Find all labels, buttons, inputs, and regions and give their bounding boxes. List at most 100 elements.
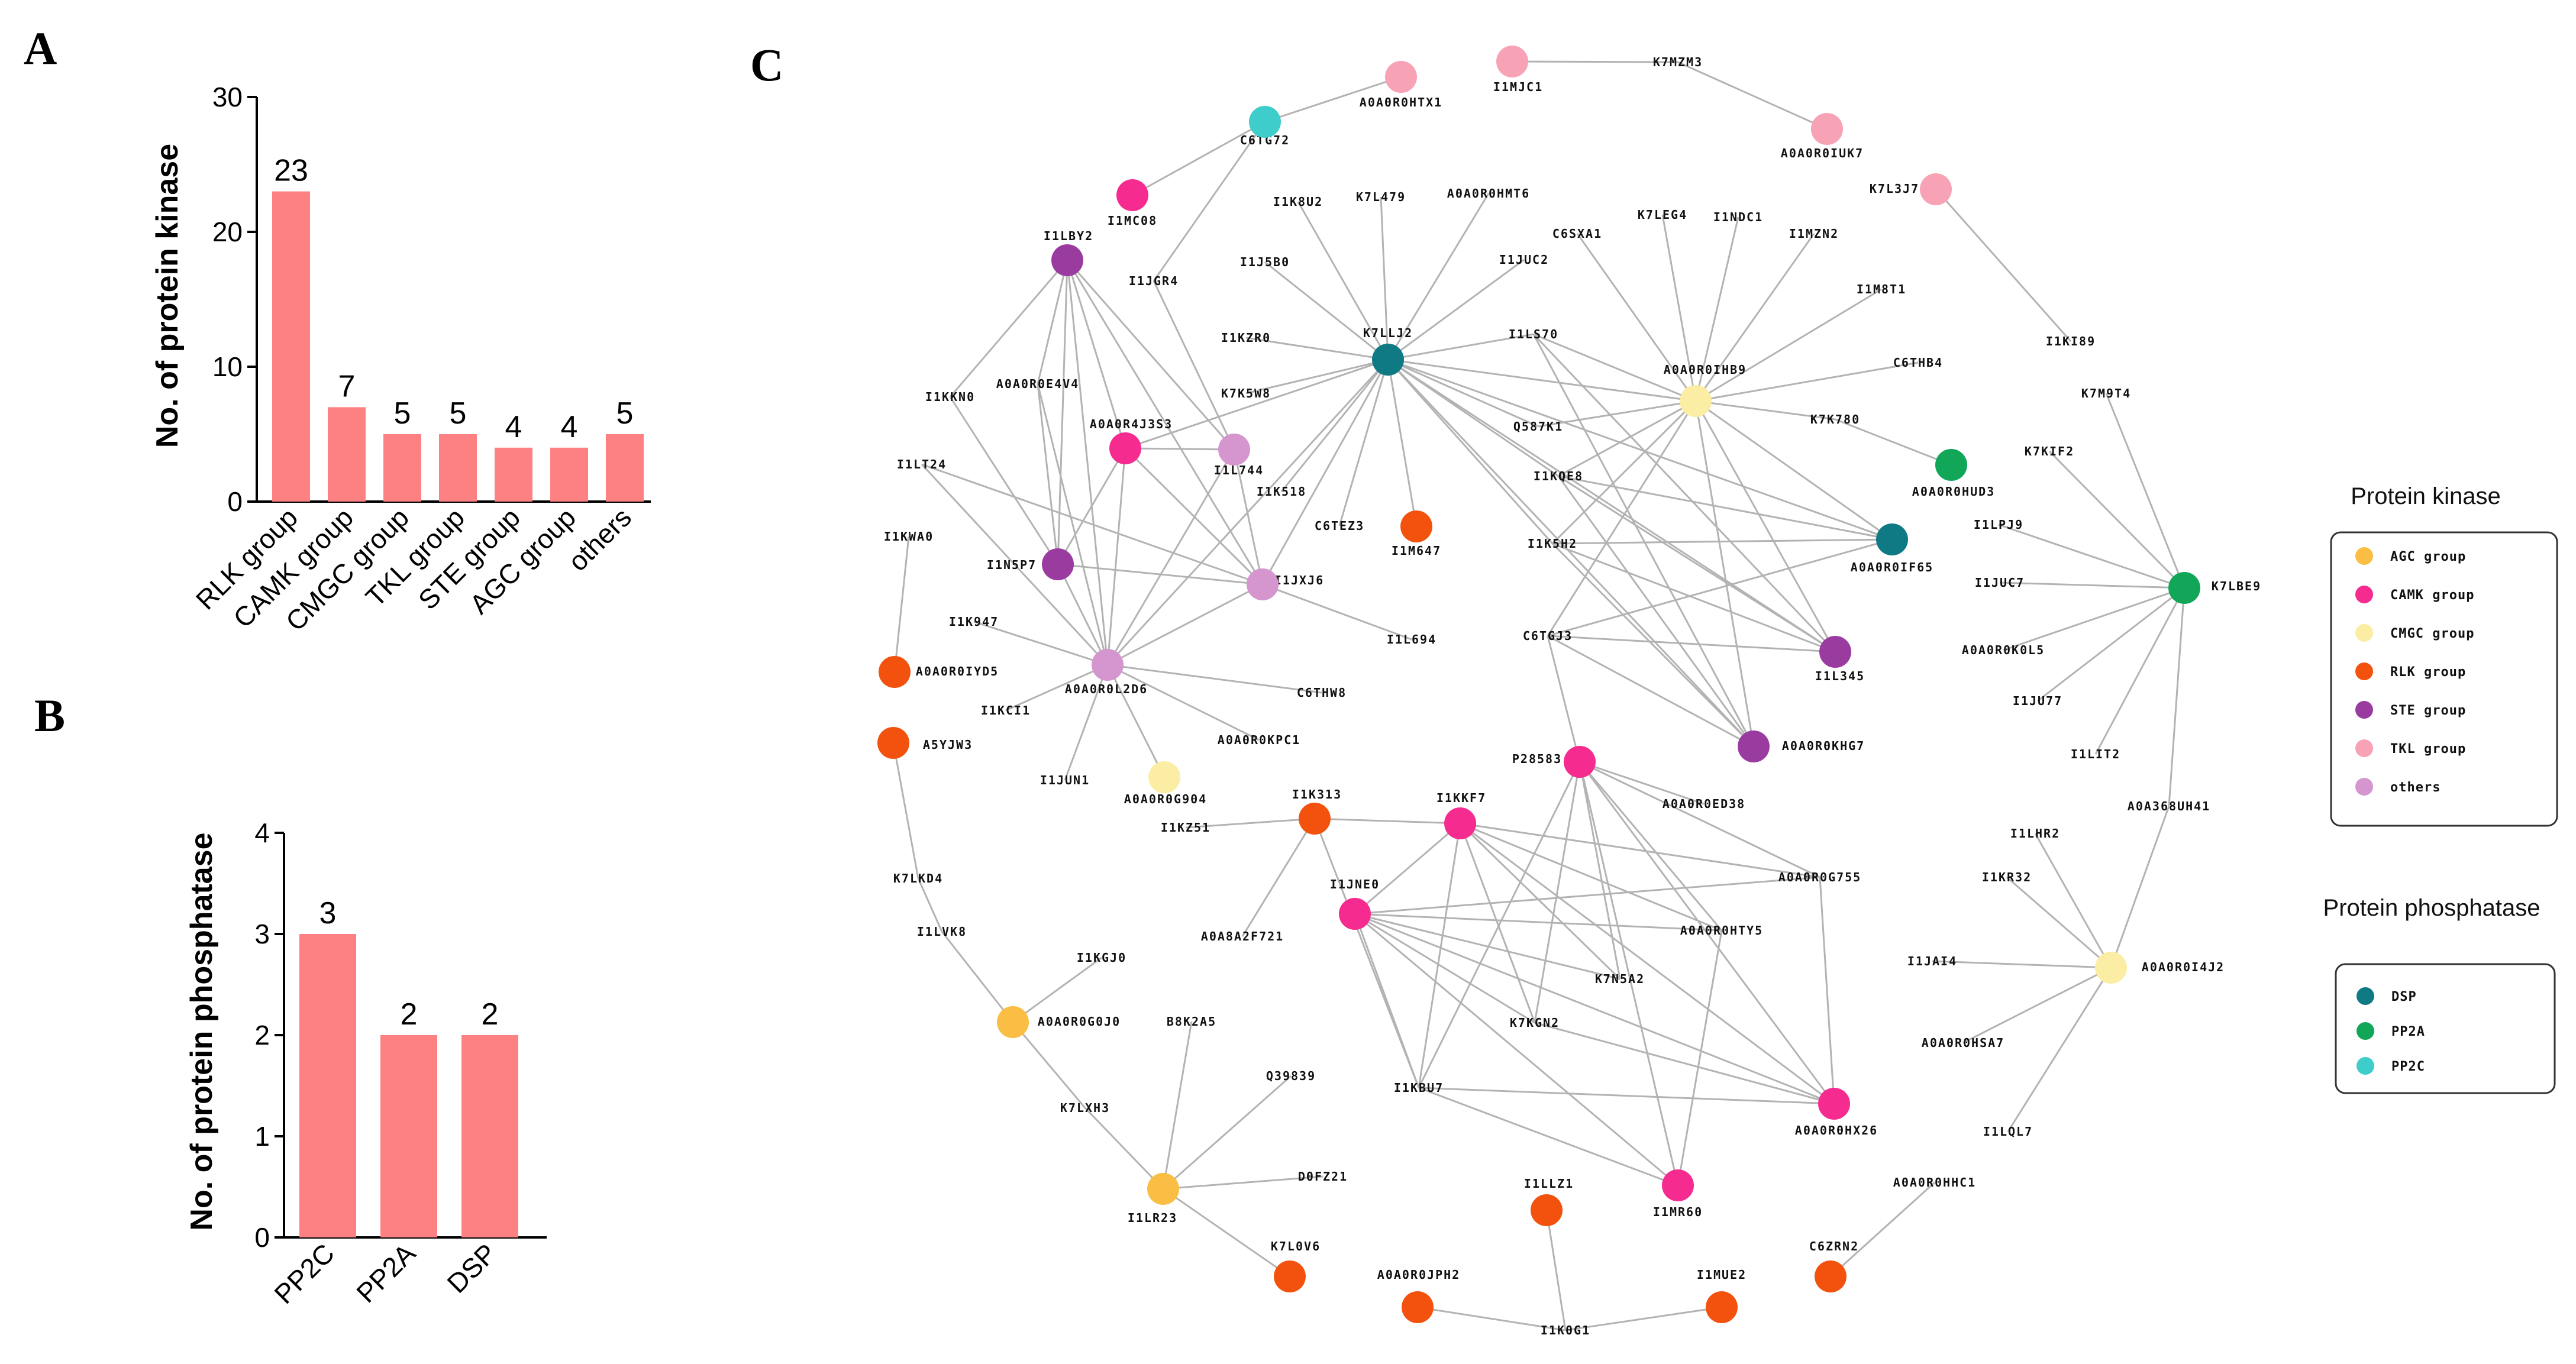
network-nodes (877, 46, 2200, 1323)
edge-P28583-A0A0R0ED38 (1579, 761, 1705, 805)
edge-P28583-K7KGN2 (1534, 761, 1581, 1023)
edge-B8K2A5-I1LR23 (1162, 1021, 1193, 1190)
node-label: I1M8T1 (1857, 282, 1906, 296)
edge-A0A0R0IHB9-I1KQE8 (1558, 400, 1696, 477)
bar-value-label: 5 (450, 396, 467, 431)
edge-P28583-I1MR60 (1578, 761, 1679, 1186)
edge-K7LLJ2-A0A0R0IF65 (1387, 358, 1893, 541)
node-A0A0R0G904 (1148, 761, 1180, 793)
node-A0A0R0L2D6 (1092, 649, 1124, 681)
bar-value-label: 4 (505, 410, 522, 444)
node-label: A0A0R0HUD3 (1912, 484, 1995, 499)
edge-P28583-K7N5A2 (1578, 761, 1621, 980)
edge-A0A0R0IHB9-A0A0R0KHG7 (1694, 400, 1755, 747)
node-label: I1KZR0 (1221, 331, 1271, 345)
edge-K7LLJ2-K7L479 (1380, 196, 1389, 360)
node-A0A0R0JPH2 (1402, 1291, 1434, 1323)
edge-I1K313-A0A8A2F721 (1241, 818, 1316, 937)
edge-K7LLJ2-A0A0R0HMT6 (1387, 193, 1490, 360)
edge-I1JNE0-K7KGN2 (1354, 913, 1535, 1024)
y-tick-label: 3 (254, 919, 270, 949)
bar-dsp (461, 1035, 518, 1237)
node-label: K7M9T4 (2081, 386, 2131, 400)
node-A0A0R0IYD5 (879, 656, 911, 688)
node-label: K7L3J7 (1870, 182, 1919, 196)
edge-A0A0R0IHB9-A0A0R0IF65 (1695, 400, 1893, 541)
edge-A0A0R0I4J2-I1KR32 (2006, 876, 2112, 969)
edge-A0A0R0HTX1-C6TG72 (1264, 76, 1402, 123)
node-label: C6SXA1 (1552, 227, 1602, 241)
edge-A0A0R0G0J0-K7LXH3 (1012, 1022, 1086, 1108)
node-label: I1K947 (949, 615, 999, 629)
edge-I1LVK8-A0A0R0G0J0 (941, 931, 1014, 1023)
node-label: I1MJC1 (1493, 80, 1543, 94)
edge-I1LBY2-A0A0R0L2D6 (1066, 260, 1109, 665)
node-label: A0A0R0ED38 (1663, 797, 1745, 811)
node-I1MR60 (1662, 1169, 1694, 1201)
edge-A0A0R0I4J2-I1LHR2 (2034, 833, 2112, 968)
node-label: K7L0V6 (1271, 1239, 1321, 1253)
node-K7L0V6 (1274, 1260, 1306, 1292)
edge-A0A0R4J3S3-I1L744 (1125, 447, 1235, 451)
legend-kinase-box (2330, 531, 2558, 827)
node-label: K7LEG4 (1638, 208, 1687, 222)
edge-K7LLJ2-A0A0R0IHB9 (1387, 358, 1696, 402)
edge-I1KGJ0-A0A0R0G0J0 (1012, 956, 1102, 1023)
edge-P28583-A0A0R0G755 (1579, 761, 1820, 878)
node-I1LLZ1 (1531, 1194, 1563, 1226)
node-label: A0A0R0G904 (1124, 792, 1207, 806)
edge-K7LLJ2-I1J5B0 (1264, 261, 1389, 361)
node-label: I1LT24 (897, 457, 947, 471)
node-label: I1L744 (1214, 463, 1264, 477)
edge-I1KKF7-K7KGN2 (1459, 823, 1536, 1023)
node-label: I1K8U2 (1273, 195, 1323, 209)
x-category-label: others (562, 502, 637, 577)
node-label: I1NDC1 (1713, 210, 1763, 224)
edge-K7LBE9-I1LIT2 (2094, 587, 2186, 755)
edge-D0FZ21-I1LR23 (1163, 1175, 1323, 1190)
panel-label-a: A (24, 22, 57, 74)
bar-value-label: 5 (394, 396, 411, 431)
node-label: I1KCI1 (981, 703, 1031, 717)
edge-I1LS70-A0A0R0KHG7 (1532, 334, 1755, 747)
node-label: I1K5H2 (1528, 536, 1577, 551)
edge-I1LT24-I1JXJ6 (921, 463, 1263, 586)
edge-K7LLJ2-I1K8U2 (1297, 201, 1389, 360)
edge-K7LLJ2-I1JXJ6 (1261, 359, 1389, 585)
edge-K7LBE9-I1LPJ9 (1998, 523, 2185, 589)
edge-K7LBE9-K7M9T4 (2105, 393, 2186, 589)
edge-A0A0R0I4J2-I1JAI4 (1932, 960, 2112, 969)
node-A0A0R0KHG7 (1738, 731, 1770, 762)
node-label: A0A0R0HSA7 (1922, 1036, 2004, 1050)
node-label: A5YJW3 (923, 738, 973, 752)
edge-I1K313-I1KZ51 (1185, 817, 1315, 829)
legend-item-label: TKL group (2390, 742, 2466, 757)
node-I1JXJ6 (1247, 568, 1279, 600)
edge-A0A0R0I4J2-A0A0R0HSA7 (1962, 967, 2112, 1044)
bar-cmgc-group (383, 434, 421, 502)
edge-K7LLJ2-I1M647 (1387, 359, 1418, 527)
y-tick-label: 0 (254, 1222, 270, 1253)
edge-I1JNE0-A0A0R0HX26 (1354, 913, 1835, 1105)
edge-K7K780-A0A0R0HUD3 (1835, 418, 1952, 466)
node-label: I1MC08 (1108, 214, 1157, 228)
node-label: C6TEZ3 (1315, 519, 1364, 533)
edge-I1JXJ6-I1L694 (1262, 583, 1412, 641)
legend-swatch-tkl (2355, 739, 2373, 757)
legend-swatch-camk (2355, 586, 2373, 603)
edge-I1KKF7-I1KBU7 (1418, 823, 1461, 1088)
node-A0A0R0HUD3 (1935, 449, 1967, 481)
legend-item-label: CMGC group (2390, 626, 2474, 641)
legend-swatch-rlk (2355, 662, 2373, 680)
edge-K7L3J7-I1KI89 (1935, 189, 2072, 342)
bar-agc-group (550, 447, 588, 502)
bar-value-label: 2 (482, 997, 499, 1032)
node-label: A0A0R0HHC1 (1893, 1175, 1976, 1190)
edge-I1LR23-K7L0V6 (1163, 1188, 1290, 1278)
node-label: A0A0R0I4J2 (2142, 960, 2225, 974)
edge-K7LLJ2-I1K518 (1280, 359, 1389, 492)
edge-K7LBE9-A0A368UH41 (2168, 587, 2186, 807)
node-label: I1LHR2 (2010, 826, 2060, 841)
edge-I1LT24-A0A0R0L2D6 (921, 463, 1109, 666)
